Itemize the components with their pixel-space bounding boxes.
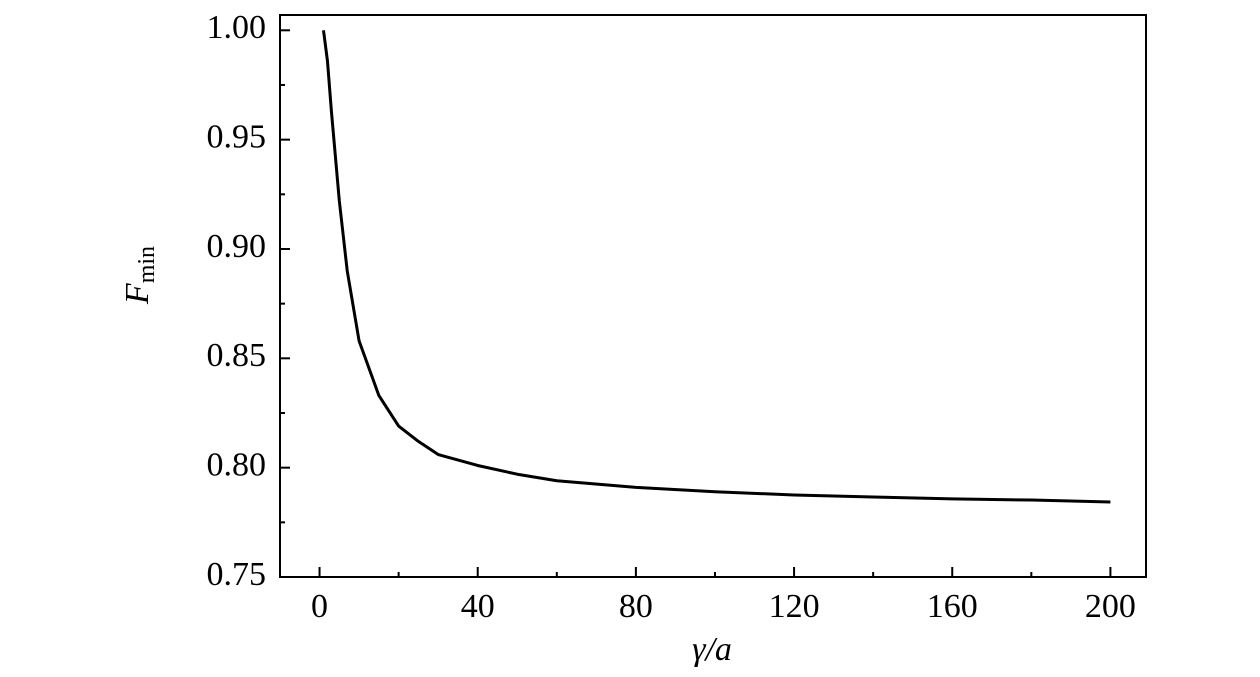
y-label-sub: min	[134, 246, 160, 283]
y-tick-label: 0.90	[207, 228, 267, 265]
x-tick-label: 160	[927, 588, 978, 625]
y-tick-label: 0.80	[207, 446, 267, 483]
y-tick-label: 0.85	[207, 337, 267, 374]
line-series	[322, 30, 1111, 504]
x-tick-label: 200	[1085, 588, 1136, 625]
y-tick-label: 1.00	[207, 9, 267, 46]
x-tick-label: 0	[311, 588, 328, 625]
y-axis-label: Fmin	[119, 246, 160, 305]
y-tick-label: 0.95	[207, 118, 267, 155]
x-tick-label: 120	[769, 588, 820, 625]
plot-frame	[279, 14, 1147, 578]
y-label-main: F	[119, 282, 156, 305]
y-tick-label: 0.75	[207, 556, 267, 593]
x-axis-label: γ/a	[692, 631, 732, 668]
x-tick-label: 80	[619, 588, 653, 625]
x-tick-label: 40	[461, 588, 495, 625]
